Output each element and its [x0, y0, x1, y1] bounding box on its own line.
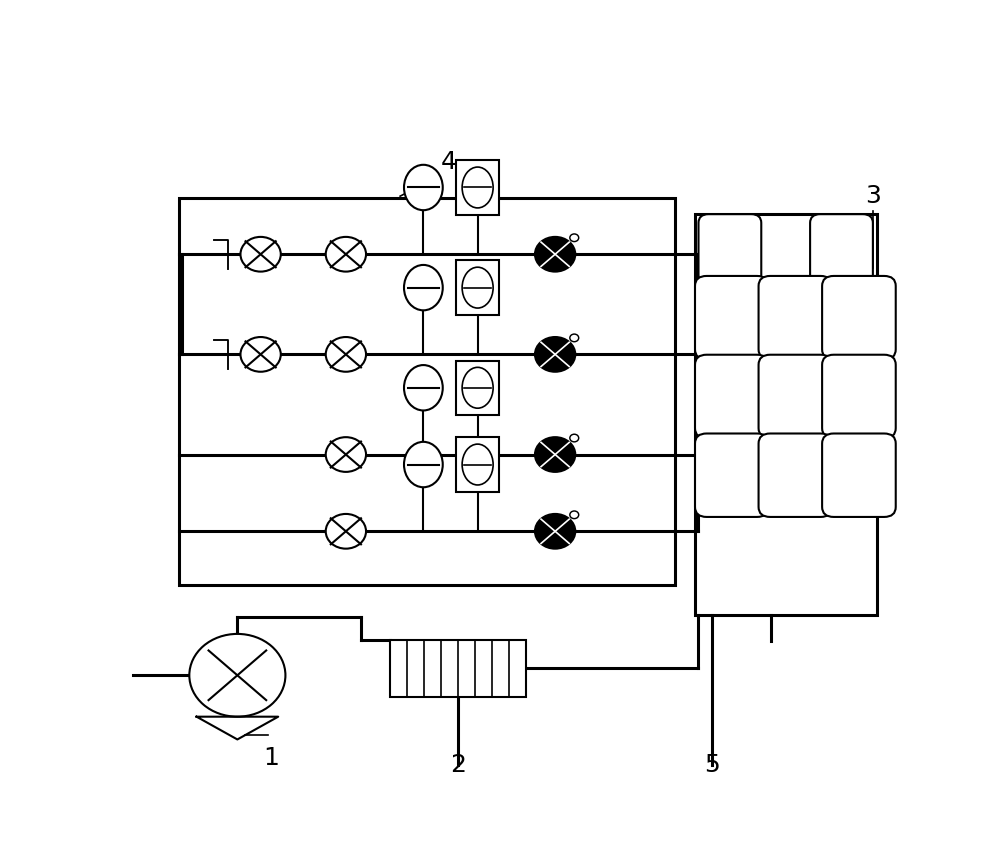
Circle shape	[326, 337, 366, 372]
FancyBboxPatch shape	[810, 214, 873, 284]
Bar	[456, 260, 499, 315]
Bar	[456, 361, 499, 415]
FancyBboxPatch shape	[695, 276, 769, 360]
FancyBboxPatch shape	[695, 355, 769, 438]
FancyBboxPatch shape	[695, 434, 769, 517]
Circle shape	[240, 337, 281, 372]
FancyBboxPatch shape	[822, 276, 896, 360]
FancyBboxPatch shape	[759, 434, 832, 517]
Bar	[456, 437, 499, 492]
Text: 2: 2	[450, 753, 466, 777]
Circle shape	[240, 237, 281, 271]
Text: 4: 4	[441, 150, 457, 174]
FancyBboxPatch shape	[699, 214, 761, 284]
Circle shape	[326, 437, 366, 472]
Text: 1: 1	[263, 746, 279, 770]
Bar	[695, 214, 877, 615]
FancyBboxPatch shape	[822, 434, 896, 517]
Circle shape	[535, 437, 575, 472]
Text: 3: 3	[865, 184, 881, 207]
Circle shape	[189, 634, 285, 717]
Circle shape	[535, 514, 575, 549]
Circle shape	[535, 337, 575, 372]
Ellipse shape	[404, 365, 443, 410]
Circle shape	[326, 514, 366, 549]
Ellipse shape	[404, 165, 443, 210]
Ellipse shape	[404, 265, 443, 310]
FancyBboxPatch shape	[759, 355, 832, 438]
FancyBboxPatch shape	[822, 355, 896, 438]
Bar	[390, 640, 526, 696]
Circle shape	[535, 237, 575, 271]
FancyBboxPatch shape	[759, 276, 832, 360]
Bar	[179, 198, 675, 584]
Text: 5: 5	[705, 753, 720, 777]
Bar	[456, 160, 499, 215]
Ellipse shape	[404, 442, 443, 487]
Circle shape	[326, 237, 366, 271]
